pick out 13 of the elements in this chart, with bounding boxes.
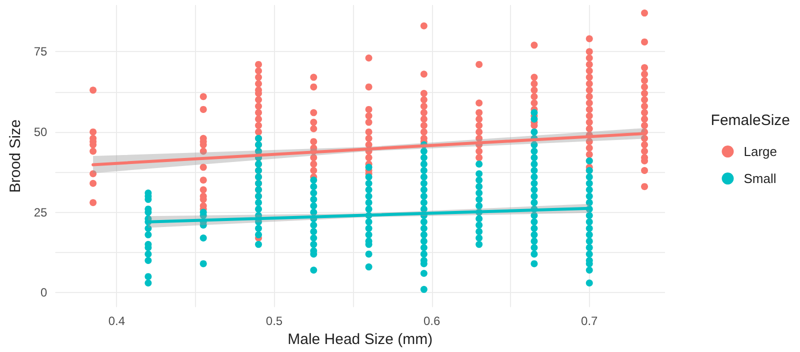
- y-tick-label: 0: [40, 286, 48, 300]
- x-axis-title: Male Head Size (mm): [288, 331, 433, 348]
- x-tick-label: 0.7: [581, 314, 598, 328]
- y-tick-label: 75: [34, 44, 48, 59]
- legend-title: FemaleSize: [710, 112, 790, 129]
- x-tick-label: 0.4: [108, 314, 126, 328]
- y-tick-label: 25: [34, 205, 48, 220]
- legend-label: Small: [744, 171, 776, 186]
- x-tick-label: 0.5: [266, 314, 283, 328]
- x-tick-label: 0.6: [423, 314, 440, 328]
- y-tick-label: 50: [34, 124, 48, 139]
- y-axis-title: Brood Size: [7, 119, 24, 193]
- legend-label: Large: [744, 144, 777, 159]
